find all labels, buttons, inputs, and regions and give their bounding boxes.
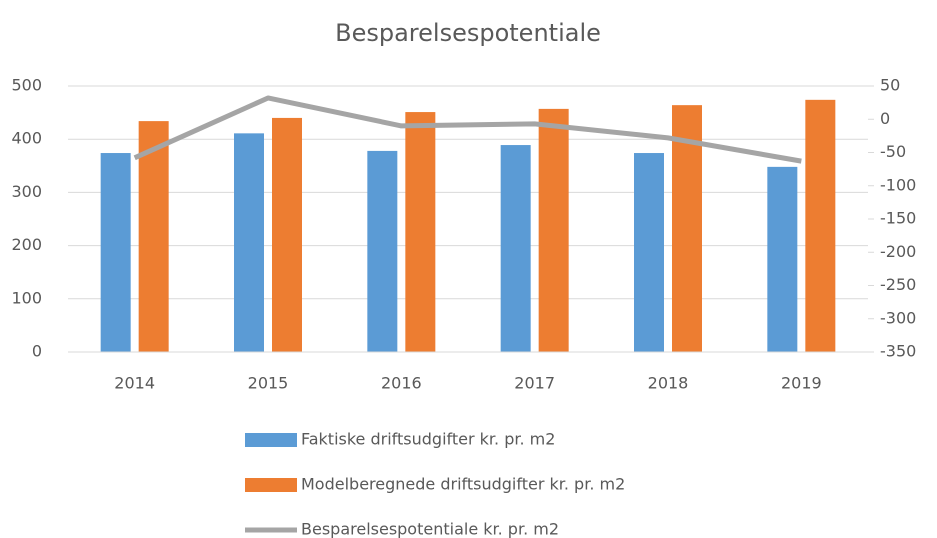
- bar: [367, 150, 398, 352]
- y-tick-label: 400: [11, 129, 42, 148]
- chart-title: Besparelsespotentiale: [335, 19, 601, 47]
- line: [133, 95, 802, 164]
- x-tick-label: 2019: [781, 374, 822, 393]
- y-tick-label: 500: [11, 76, 42, 95]
- y2-tick-label: -350: [880, 342, 916, 361]
- y2-tick-label: 0: [880, 109, 890, 128]
- bar: [767, 166, 798, 352]
- y-tick-label: 100: [11, 288, 42, 307]
- bar: [272, 117, 302, 352]
- y-tick-label: 200: [11, 235, 42, 254]
- y2-tick-label: -300: [880, 308, 916, 327]
- y-tick-label: 0: [32, 342, 42, 361]
- bar: [100, 153, 131, 352]
- y2-tick-label: -50: [880, 142, 906, 161]
- y-tick-label: 300: [11, 182, 42, 201]
- bar: [538, 108, 569, 352]
- bar: [234, 133, 264, 352]
- x-tick-label: 2016: [381, 374, 422, 393]
- legend-swatch: [245, 478, 297, 492]
- y2-tick-label: -200: [880, 242, 916, 261]
- x-tick-label: 2014: [114, 374, 155, 393]
- bar: [405, 112, 436, 353]
- bar: [672, 105, 702, 352]
- legend-label: Modelberegnede driftsudgifter kr. pr. m2: [301, 475, 625, 494]
- legend-swatch: [245, 433, 297, 447]
- bar: [500, 145, 531, 352]
- legend-label: Faktiske driftsudgifter kr. pr. m2: [301, 430, 555, 449]
- y2-tick-label: -100: [880, 175, 916, 194]
- bar: [634, 153, 664, 352]
- x-tick-label: 2018: [648, 374, 689, 393]
- y2-tick-label: -250: [880, 275, 916, 294]
- y2-tick-label: 50: [880, 76, 900, 95]
- bar: [805, 99, 836, 352]
- x-tick-label: 2017: [514, 374, 555, 393]
- bar: [138, 121, 169, 352]
- x-tick-label: 2015: [248, 374, 289, 393]
- y2-tick-label: -150: [880, 209, 916, 228]
- legend-label: Besparelsespotentiale kr. pr. m2: [301, 520, 559, 538]
